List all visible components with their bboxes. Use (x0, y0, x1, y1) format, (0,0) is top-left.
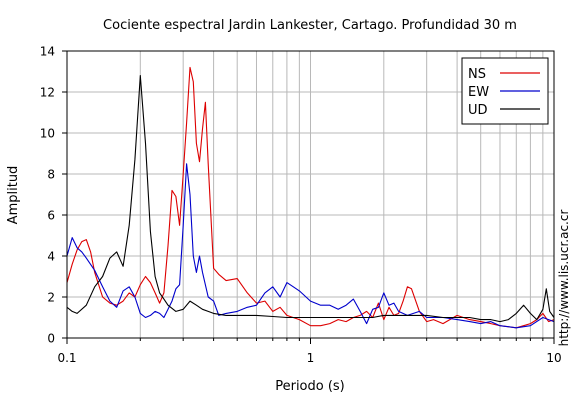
chart-title: Cociente espectral Jardin Lankester, Car… (103, 18, 517, 33)
y-tick-label: 0 (47, 332, 55, 346)
y-tick-label: 12 (40, 86, 55, 100)
y-tick-label: 8 (47, 168, 55, 182)
y-tick-label: 14 (40, 45, 55, 59)
legend-label-ud: UD (468, 103, 488, 118)
ticks: 0 2 4 6 8 10 12 14 0.1 1 10 (40, 45, 562, 366)
x-tick-label: 10 (546, 351, 561, 365)
series-line-ud (67, 75, 554, 323)
series-line-ns (67, 66, 554, 329)
series-line-ew (67, 163, 554, 329)
y-tick-label: 6 (47, 209, 55, 223)
y-tick-label: 4 (47, 250, 55, 264)
legend-label-ew: EW (468, 85, 489, 100)
x-tick-label: 0.1 (57, 351, 76, 365)
series-layer (67, 66, 554, 329)
y-tick-label: 10 (40, 127, 55, 141)
legend: NS EW UD (461, 57, 549, 125)
y-axis-label: Amplitud (6, 166, 21, 225)
side-url-text: http://www.lis.ucr.ac.cr (557, 210, 571, 347)
x-tick-label: 1 (307, 351, 315, 365)
x-axis-label: Periodo (s) (275, 379, 345, 394)
legend-label-ns: NS (468, 67, 486, 82)
y-tick-label: 2 (47, 291, 55, 305)
